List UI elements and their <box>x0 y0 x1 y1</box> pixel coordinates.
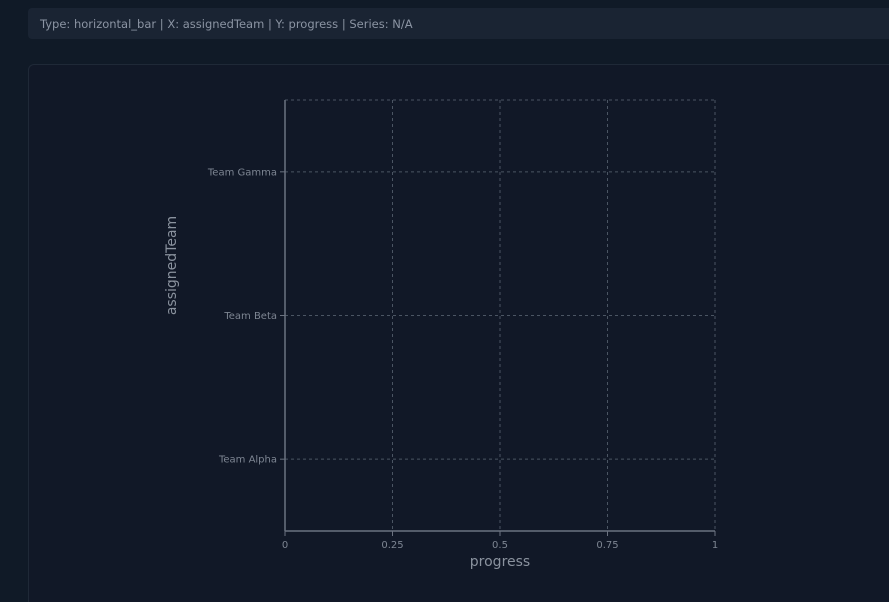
chart-info-text: Type: horizontal_bar | X: assignedTeam |… <box>40 16 413 31</box>
grid-layer <box>285 99 716 531</box>
x-tick-label: 0.75 <box>596 540 618 551</box>
chart-card <box>28 64 889 602</box>
x-tick-label: 0.5 <box>492 540 508 551</box>
axes-layer <box>280 100 716 536</box>
x-tick-label: 0.25 <box>381 540 403 551</box>
chart-info-bar: Type: horizontal_bar | X: assignedTeam |… <box>28 8 889 39</box>
x-tick-label: 1 <box>712 540 718 551</box>
labels-layer: 0 0.25 0.5 0.75 1 Team Alpha Team Beta Team Gam… <box>207 167 718 551</box>
x-axis-title: progress <box>470 554 530 570</box>
y-tick-label: Team Gamma <box>207 167 277 178</box>
x-tick-label: 0 <box>282 540 288 551</box>
y-tick-label: Team Beta <box>223 311 277 322</box>
y-axis-title: assignedTeam <box>164 216 180 315</box>
y-tick-label: Team Alpha <box>218 455 277 466</box>
